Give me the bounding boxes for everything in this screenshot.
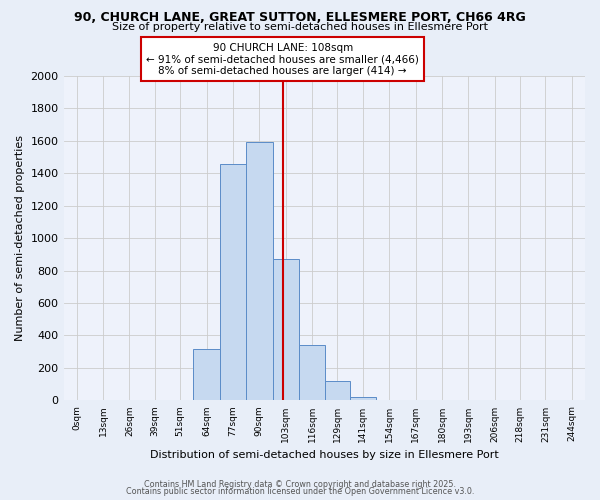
Y-axis label: Number of semi-detached properties: Number of semi-detached properties	[15, 135, 25, 341]
Bar	[220, 164, 246, 400]
Text: 90 CHURCH LANE: 108sqm
← 91% of semi-detached houses are smaller (4,466)
8% of s: 90 CHURCH LANE: 108sqm ← 91% of semi-det…	[146, 42, 419, 76]
Bar	[299, 345, 325, 401]
Text: 90, CHURCH LANE, GREAT SUTTON, ELLESMERE PORT, CH66 4RG: 90, CHURCH LANE, GREAT SUTTON, ELLESMERE…	[74, 11, 526, 24]
Bar	[193, 350, 220, 401]
Text: Contains HM Land Registry data © Crown copyright and database right 2025.: Contains HM Land Registry data © Crown c…	[144, 480, 456, 489]
Text: Size of property relative to semi-detached houses in Ellesmere Port: Size of property relative to semi-detach…	[112, 22, 488, 32]
Bar	[272, 259, 299, 400]
Bar	[246, 142, 272, 400]
Bar	[350, 397, 376, 400]
Text: Contains public sector information licensed under the Open Government Licence v3: Contains public sector information licen…	[126, 488, 474, 496]
Bar	[325, 381, 350, 400]
X-axis label: Distribution of semi-detached houses by size in Ellesmere Port: Distribution of semi-detached houses by …	[150, 450, 499, 460]
